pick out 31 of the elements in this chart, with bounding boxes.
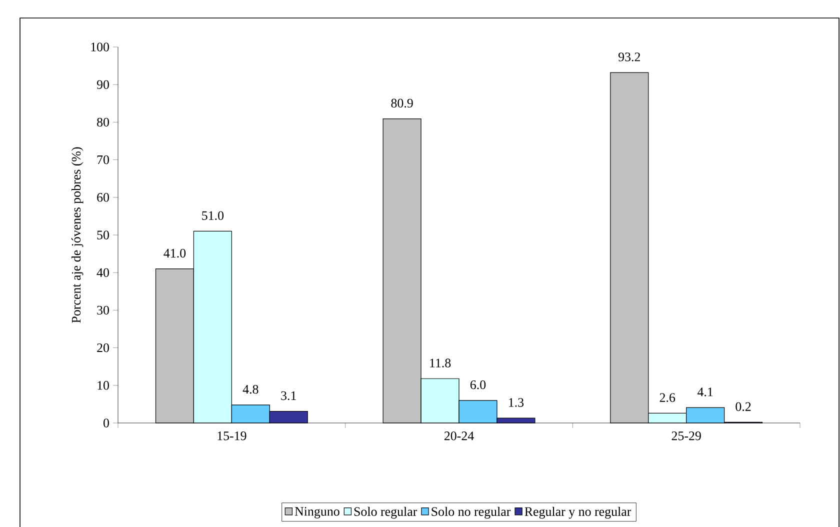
y-tick-label: 100	[91, 42, 109, 52]
y-axis-title: Porcent aje de jóvenes pobres (%)	[71, 147, 84, 323]
y-tick-label: 90	[96, 80, 109, 89]
y-tick-label: 0	[104, 418, 109, 428]
y-tick-label: 20	[97, 343, 109, 352]
legend-label: Solo no regular	[432, 506, 511, 519]
y-tick-label: 40	[96, 268, 109, 277]
data-label: 3.1	[281, 391, 296, 400]
x-tick-label: 25-29	[672, 432, 701, 440]
data-label: 2.6	[660, 393, 676, 402]
legend-label: Solo regular	[354, 506, 418, 519]
x-tick-label: 20-24	[444, 432, 474, 440]
y-tick-label: 70	[97, 155, 109, 164]
data-label: 80.9	[391, 98, 413, 108]
data-label: 4.1	[697, 388, 713, 396]
legend-label: Ninguno	[294, 507, 340, 518]
data-label: 6.0	[470, 380, 486, 390]
data-label: 1.3	[509, 398, 524, 407]
data-label: 51.0	[202, 211, 224, 220]
data-label: 11.8	[430, 358, 451, 368]
y-tick-label: 80	[97, 118, 109, 127]
data-label: 41.0	[164, 248, 186, 258]
y-tick-label: 60	[97, 193, 109, 202]
x-tick-label: 15-19	[218, 432, 246, 440]
data-label: 4.8	[242, 384, 258, 394]
legend-label: Regular y no regular	[524, 506, 632, 519]
y-tick-label: 50	[97, 230, 109, 240]
y-tick-label: 30	[97, 306, 109, 315]
data-label: 0.2	[736, 402, 751, 412]
data-label: 93.2	[618, 52, 640, 62]
y-tick-label: 10	[98, 381, 109, 390]
